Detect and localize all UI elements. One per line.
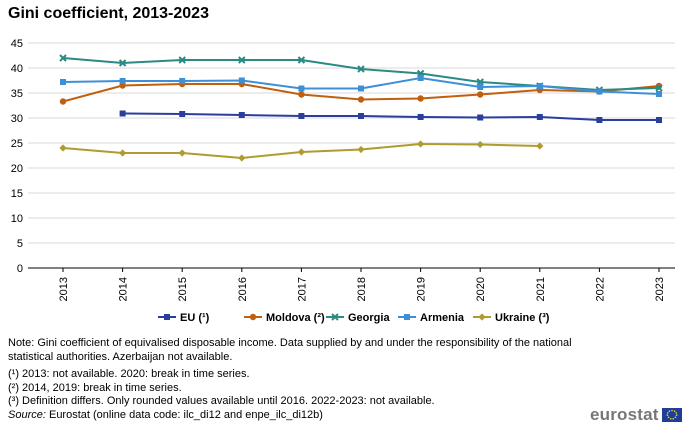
data-point-moldova xyxy=(357,96,365,103)
data-point-eu xyxy=(656,117,662,123)
chart-title: Gini coefficient, 2013-2023 xyxy=(8,5,209,22)
x-tick-label: 2023 xyxy=(654,277,666,301)
data-point-armenia xyxy=(298,85,305,92)
footnote-3: (³) Definition differs. Only rounded val… xyxy=(8,395,435,407)
data-point-georgia xyxy=(178,56,186,64)
data-point-georgia xyxy=(59,54,67,62)
legend-label: Moldova (²) xyxy=(266,312,325,324)
legend-item-armenia: Armenia xyxy=(398,312,465,324)
footnote-1: (¹) 2013: not available. 2020: break in … xyxy=(8,368,250,380)
data-point-ukraine xyxy=(119,149,127,157)
y-tick-label: 0 xyxy=(17,263,23,275)
y-tick-label: 5 xyxy=(17,238,23,250)
source-line: Source: Eurostat (online data code: ilc_… xyxy=(8,409,608,423)
legend-item-moldova: Moldova (²) xyxy=(244,312,325,324)
legend-item-ukraine: Ukraine (³) xyxy=(473,312,550,324)
legend-marker xyxy=(331,313,339,321)
data-point-ukraine xyxy=(297,148,305,156)
series-armenia xyxy=(60,75,662,97)
data-point-ukraine xyxy=(178,149,186,157)
data-point-ukraine xyxy=(536,142,544,150)
legend-label: Georgia xyxy=(348,312,390,324)
data-point-georgia xyxy=(118,59,127,67)
x-tick-label: 2020 xyxy=(475,277,487,301)
data-point-armenia xyxy=(477,84,484,90)
data-point-moldova xyxy=(477,91,484,98)
y-tick-label: 20 xyxy=(11,163,23,175)
series xyxy=(59,54,663,162)
footnote-2: (²) 2014, 2019: break in time series. xyxy=(8,381,182,394)
data-point-armenia xyxy=(417,75,424,81)
data-point-eu xyxy=(477,114,484,121)
x-tick-label: 2019 xyxy=(416,277,428,301)
data-point-armenia xyxy=(119,78,126,84)
legend-item-georgia: Georgia xyxy=(326,312,390,324)
data-point-eu xyxy=(238,112,245,118)
data-point-moldova xyxy=(298,91,305,98)
series-line-eu xyxy=(122,112,659,121)
data-point-armenia xyxy=(60,79,66,85)
eu-flag-icon xyxy=(661,408,682,422)
data-point-eu xyxy=(298,113,305,119)
data-point-georgia xyxy=(297,56,306,64)
data-point-eu xyxy=(596,117,603,123)
source-text: Eurostat (online data code: ilc_di12 and… xyxy=(45,408,323,421)
data-point-armenia xyxy=(656,91,662,97)
y-tick-label: 25 xyxy=(11,138,23,150)
legend-item-eu: EU (¹) xyxy=(158,312,210,324)
legend-label: EU (¹) xyxy=(180,312,210,324)
legend-label: Armenia xyxy=(420,312,465,324)
data-point-eu xyxy=(417,114,424,120)
y-tick-label: 40 xyxy=(11,63,23,75)
data-point-armenia xyxy=(596,88,603,95)
data-point-armenia xyxy=(358,85,364,92)
legend-marker xyxy=(478,313,486,321)
data-point-armenia xyxy=(179,78,186,84)
source-label: Source: xyxy=(8,408,46,421)
data-point-eu xyxy=(119,110,126,117)
data-point-ukraine xyxy=(59,144,67,152)
note-main: Note: Gini coefficient of equivalised di… xyxy=(8,337,572,363)
x-tick-label: 2014 xyxy=(118,277,130,301)
y-tick-label: 45 xyxy=(11,38,23,50)
legend-marker xyxy=(404,314,410,320)
data-point-ukraine xyxy=(357,145,365,154)
data-point-georgia xyxy=(357,65,365,73)
x-tick-label: 2015 xyxy=(177,277,189,301)
y-tick-label: 30 xyxy=(11,113,23,125)
data-point-armenia xyxy=(238,77,245,84)
data-point-ukraine xyxy=(476,140,484,149)
data-point-moldova xyxy=(417,95,424,102)
legend-label: Ukraine (³) xyxy=(495,312,550,324)
data-point-eu xyxy=(536,114,543,120)
x-tick-label: 2018 xyxy=(356,277,368,301)
eurostat-logo: eurostat xyxy=(590,405,682,425)
x-tick-label: 2022 xyxy=(594,277,606,301)
data-point-armenia xyxy=(536,83,543,89)
y-tick-label: 35 xyxy=(11,88,23,100)
y-tick-label: 15 xyxy=(11,188,23,200)
x-tick-label: 2013 xyxy=(58,277,70,301)
legend-marker xyxy=(249,313,257,321)
data-point-moldova xyxy=(59,98,67,105)
gridlines xyxy=(28,42,675,244)
legend-marker xyxy=(164,314,170,320)
data-point-ukraine xyxy=(417,140,425,148)
axes: 0 5 10 15 20 25 30 35 40 45 2013 2014 2015 2016 2017 20… xyxy=(11,38,675,301)
eurostat-logo-text: eurostat xyxy=(590,405,659,424)
gini-line-chart: 0 5 10 15 20 25 30 35 40 45 2013 2014 2015 2016 2017 20… xyxy=(11,38,675,324)
x-tick-label: 2021 xyxy=(535,277,547,301)
x-tick-label: 2016 xyxy=(237,277,249,301)
data-point-georgia xyxy=(238,56,246,64)
series-eu xyxy=(119,110,662,123)
series-ukraine xyxy=(59,140,544,162)
chart-notes: Note: Gini coefficient of equivalised di… xyxy=(8,337,608,422)
y-tick-label: 10 xyxy=(11,213,23,225)
data-point-eu xyxy=(358,113,364,119)
legend: EU (¹) Moldova (²) Georgia Armenia Ukraine (… xyxy=(158,312,550,324)
data-point-eu xyxy=(179,111,186,117)
data-point-georgia xyxy=(655,84,663,92)
x-tick-label: 2017 xyxy=(296,277,308,301)
data-point-ukraine xyxy=(238,154,246,162)
